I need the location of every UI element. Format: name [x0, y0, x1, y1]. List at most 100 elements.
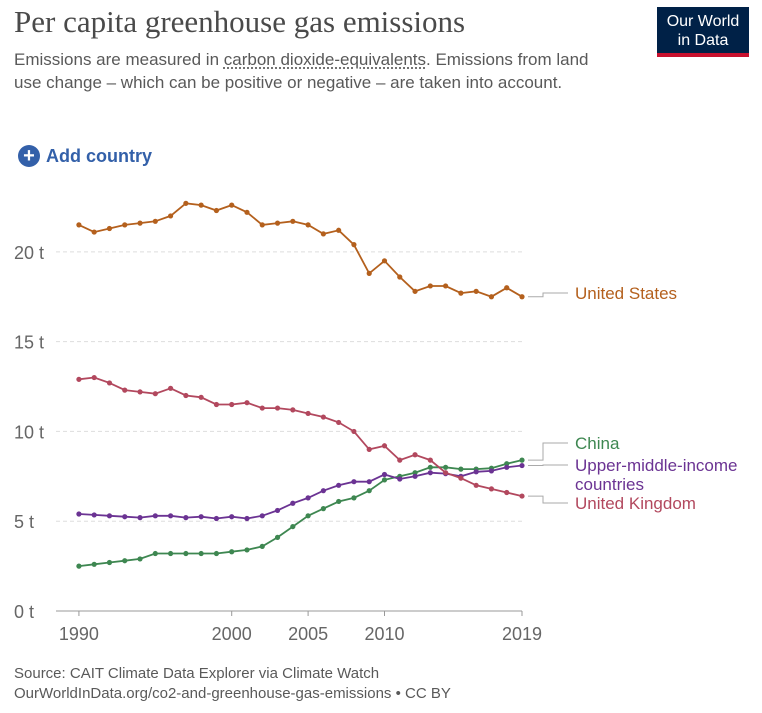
data-point	[427, 457, 433, 463]
data-point	[381, 477, 388, 483]
data-point	[213, 515, 220, 522]
data-point	[320, 506, 326, 512]
y-tick-label: 10 t	[14, 422, 44, 442]
data-point	[381, 471, 388, 478]
subtitle-text-end: . Emissions from land use change – which…	[14, 50, 589, 92]
data-point	[122, 387, 128, 393]
data-point	[274, 220, 281, 226]
data-point	[473, 469, 479, 475]
data-point	[91, 561, 97, 567]
data-point	[519, 462, 525, 469]
data-point	[91, 512, 97, 518]
data-point	[320, 488, 326, 494]
data-point	[427, 470, 433, 476]
data-point	[504, 461, 510, 467]
data-point	[167, 513, 174, 519]
x-tick-label: 2000	[212, 624, 252, 644]
data-point	[336, 227, 342, 233]
data-point	[336, 498, 342, 505]
y-tick-label: 0 t	[14, 602, 34, 622]
x-axis: 1990 2000 2005 2010 2019	[56, 610, 542, 644]
data-point	[106, 559, 113, 566]
data-point	[229, 202, 235, 208]
data-point	[167, 550, 174, 557]
leader-line	[528, 464, 568, 467]
data-point	[412, 452, 418, 458]
series-line	[78, 376, 523, 497]
data-point	[320, 231, 326, 237]
data-point	[443, 464, 449, 470]
data-point	[504, 464, 510, 470]
data-point	[137, 556, 143, 562]
data-point	[213, 550, 220, 557]
data-point	[381, 258, 388, 264]
data-point	[305, 222, 311, 228]
add-country-button[interactable]: + Add country	[18, 145, 152, 167]
data-point	[183, 550, 189, 557]
data-point	[351, 479, 357, 485]
data-point	[91, 374, 97, 381]
data-point	[76, 511, 82, 517]
data-point	[259, 222, 265, 228]
data-point	[152, 391, 158, 397]
data-point	[397, 274, 403, 280]
y-axis-ticks: 0 t 5 t 10 t 15 t 20 t	[14, 243, 44, 622]
data-point	[167, 213, 174, 219]
plus-circle-icon: +	[18, 145, 40, 167]
series-label: China	[575, 434, 620, 453]
data-point	[412, 473, 418, 479]
data-point	[504, 285, 510, 291]
data-point	[76, 222, 82, 228]
x-tick-label: 2010	[364, 624, 404, 644]
data-point	[198, 550, 204, 557]
series-label: Upper-middle-income	[575, 456, 738, 475]
data-point	[290, 523, 296, 530]
data-point	[229, 401, 235, 408]
gridlines	[56, 251, 522, 522]
series-label: United Kingdom	[575, 494, 696, 513]
chart-title: Per capita greenhouse gas emissions	[14, 4, 466, 39]
data-point	[290, 218, 296, 224]
chart-footer: Source: CAIT Climate Data Explorer via C…	[14, 664, 451, 704]
logo-line-2: in Data	[677, 32, 729, 49]
data-point	[519, 294, 525, 300]
add-country-label: Add country	[46, 145, 152, 166]
data-point	[458, 466, 464, 472]
data-point	[366, 479, 372, 485]
x-tick-label: 2019	[502, 624, 542, 644]
data-point	[244, 515, 250, 522]
data-point	[213, 401, 220, 408]
data-point	[397, 457, 403, 463]
data-point	[336, 482, 342, 488]
data-point	[259, 513, 265, 519]
data-point	[106, 225, 113, 232]
data-point	[152, 513, 158, 519]
data-point	[427, 464, 433, 470]
data-point	[76, 563, 82, 569]
data-point	[504, 489, 510, 496]
data-point	[519, 493, 525, 499]
series-label: countries	[575, 475, 644, 494]
data-point	[458, 475, 464, 481]
owid-logo[interactable]: Our World in Data	[657, 7, 749, 57]
data-point	[488, 294, 495, 300]
data-point	[488, 468, 495, 474]
data-point	[473, 288, 479, 294]
data-point	[122, 558, 128, 564]
data-point	[366, 270, 372, 276]
data-point	[366, 488, 372, 494]
data-point	[244, 209, 250, 215]
data-point	[106, 513, 113, 519]
source-note: Source: CAIT Climate Data Explorer via C…	[14, 665, 380, 682]
data-point	[229, 549, 235, 555]
co2-equivalents-link[interactable]: carbon dioxide-equivalents	[223, 50, 427, 69]
data-point	[274, 534, 281, 540]
data-point	[244, 400, 250, 406]
source-url[interactable]: OurWorldInData.org/co2-and-greenhouse-ga…	[14, 685, 451, 702]
data-point	[137, 515, 143, 521]
series-group	[76, 200, 525, 569]
data-point	[137, 389, 143, 395]
data-point	[305, 495, 311, 501]
series-line	[78, 464, 523, 520]
